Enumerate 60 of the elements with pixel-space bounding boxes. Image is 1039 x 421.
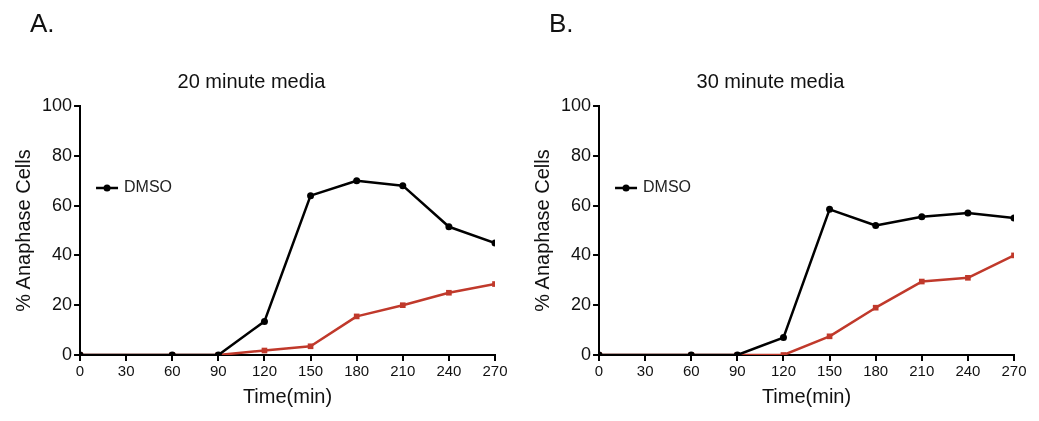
point bbox=[353, 177, 361, 185]
x-tick-label: 150 bbox=[298, 362, 324, 380]
point bbox=[779, 334, 787, 342]
point bbox=[446, 289, 452, 296]
y-tick-label: 60 bbox=[571, 194, 592, 215]
y-tick-label: 40 bbox=[571, 244, 592, 265]
y-tick-label: 20 bbox=[571, 294, 592, 315]
x-tick-label: 30 bbox=[636, 362, 654, 380]
x-tick-label: 90 bbox=[729, 362, 746, 380]
x-tick-label: 270 bbox=[1001, 362, 1027, 380]
y-tick-label: 100 bbox=[41, 94, 73, 115]
y-tick-label: 100 bbox=[560, 94, 592, 115]
x-tick-label: 270 bbox=[482, 362, 508, 380]
point bbox=[260, 317, 268, 325]
point bbox=[399, 182, 407, 190]
text: B. bbox=[549, 8, 574, 39]
x-axis-title: Time(min) bbox=[242, 384, 333, 407]
point bbox=[964, 209, 972, 217]
legend-label: DMSO bbox=[124, 178, 173, 196]
chart-title: 30 minute media bbox=[696, 69, 846, 92]
point bbox=[826, 205, 834, 213]
point bbox=[307, 192, 315, 200]
y-tick-label: 80 bbox=[52, 144, 73, 165]
x-tick-label: 90 bbox=[210, 362, 227, 380]
y-tick-label: 60 bbox=[52, 194, 73, 215]
x-tick-label: 210 bbox=[390, 362, 416, 380]
x-tick-label: 60 bbox=[163, 362, 181, 380]
legend-label: DMSO bbox=[643, 178, 692, 196]
x-tick-label: 120 bbox=[770, 362, 796, 380]
chart-title: 20 minute media bbox=[177, 69, 327, 92]
point bbox=[353, 313, 360, 320]
point bbox=[826, 333, 833, 340]
point bbox=[307, 343, 314, 350]
point bbox=[399, 302, 406, 309]
x-tick-label: 0 bbox=[594, 362, 604, 380]
point bbox=[918, 278, 925, 285]
y-tick-label: 0 bbox=[581, 343, 592, 364]
x-tick-label: 240 bbox=[955, 362, 981, 380]
x-tick-label: 210 bbox=[909, 362, 935, 380]
x-tick-label: 60 bbox=[682, 362, 700, 380]
x-tick-label: 30 bbox=[117, 362, 135, 380]
point bbox=[445, 223, 453, 231]
x-axis-title: Time(min) bbox=[761, 384, 852, 407]
y-tick-label: 0 bbox=[62, 343, 73, 364]
y-tick-label: 20 bbox=[52, 294, 73, 315]
x-tick-label: 0 bbox=[75, 362, 85, 380]
point bbox=[918, 213, 926, 221]
x-tick-label: 240 bbox=[436, 362, 462, 380]
y-tick-label: 40 bbox=[52, 244, 73, 265]
text: A. bbox=[30, 8, 55, 39]
x-tick-label: 150 bbox=[817, 362, 843, 380]
y-tick-label: 80 bbox=[571, 144, 592, 165]
x-tick-label: 180 bbox=[863, 362, 889, 380]
y-axis-title: % Anaphase Cells bbox=[530, 149, 553, 312]
y-axis-title: % Anaphase Cells bbox=[11, 149, 34, 312]
x-tick-label: 120 bbox=[251, 362, 277, 380]
x-tick-label: 180 bbox=[344, 362, 370, 380]
point bbox=[965, 274, 971, 281]
point bbox=[872, 304, 879, 311]
point bbox=[872, 222, 880, 230]
